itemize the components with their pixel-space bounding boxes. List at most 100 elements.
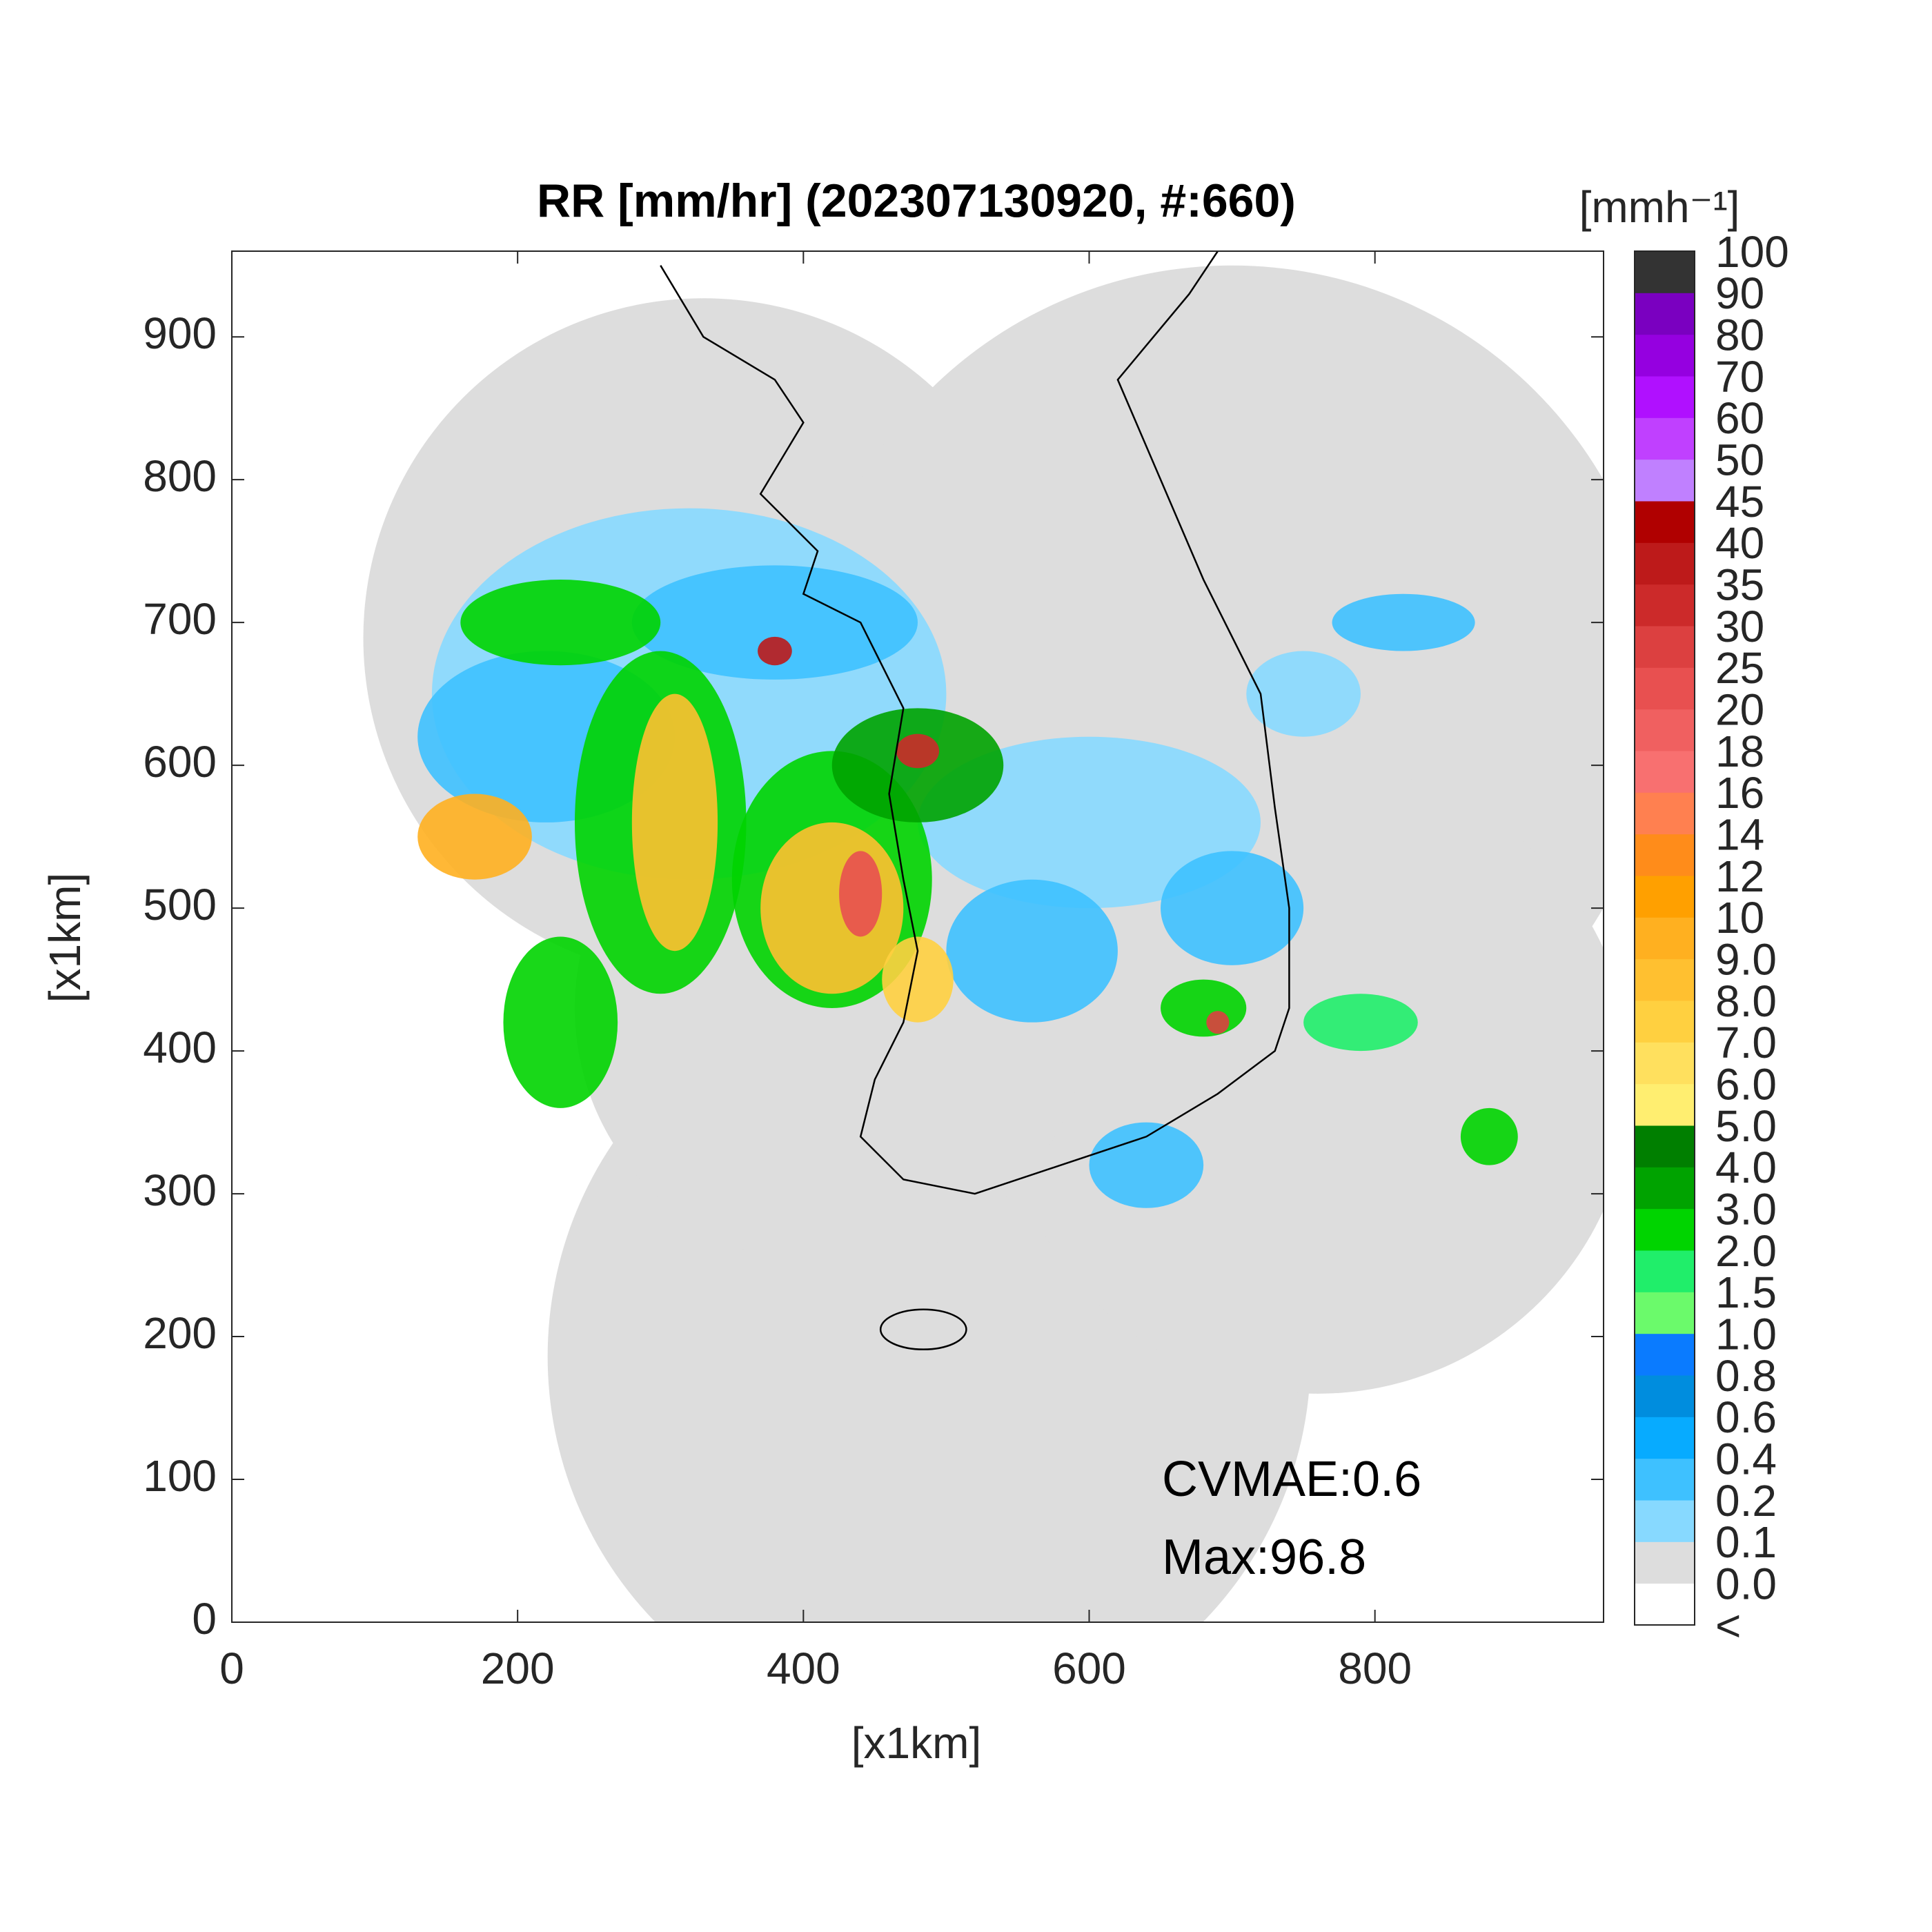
colorbar-label: 14 <box>1715 810 1764 860</box>
colorbar-label: 0.4 <box>1715 1435 1777 1484</box>
chart-title: RR [mm/hr] (202307130920, #:660) <box>537 175 1296 227</box>
precipitation-area <box>760 822 904 994</box>
precipitation-area <box>1246 651 1361 737</box>
y-tick-label: 600 <box>143 737 217 787</box>
coastline <box>879 1308 967 1350</box>
colorbar-label: 3.0 <box>1715 1185 1777 1234</box>
y-tick-label: 0 <box>192 1594 217 1644</box>
radar-field <box>363 251 1604 1622</box>
colorbar-label: 0.6 <box>1715 1392 1777 1442</box>
colorbar-band <box>1635 584 1695 627</box>
colorbar-band <box>1635 792 1695 835</box>
colorbar-band <box>1635 376 1695 418</box>
colorbar-label: 18 <box>1715 727 1764 776</box>
annotation: Max:96.8 <box>1162 1530 1366 1585</box>
y-tick-label: 900 <box>143 308 217 358</box>
y-tick-label: 100 <box>143 1451 217 1501</box>
radar-coverage <box>1003 765 1604 1394</box>
colorbar-label: 8.0 <box>1715 976 1777 1026</box>
precipitation-area <box>758 636 792 666</box>
precipitation-area <box>1089 1122 1204 1208</box>
colorbar-band <box>1635 1500 1695 1542</box>
colorbar-label: 16 <box>1715 768 1764 818</box>
y-tick-label: 500 <box>143 880 217 929</box>
colorbar-band <box>1635 1541 1695 1584</box>
colorbar-band <box>1635 293 1695 335</box>
colorbar-band <box>1635 1208 1695 1251</box>
colorbar-label: 0.8 <box>1715 1351 1777 1401</box>
precipitation-area <box>417 793 532 880</box>
colorbar-label: 10 <box>1715 893 1764 943</box>
precipitation-area <box>503 936 618 1108</box>
colorbar-band <box>1635 1333 1695 1376</box>
precipitation-area <box>1161 979 1247 1037</box>
colorbar-label: 60 <box>1715 393 1764 443</box>
colorbar-label: 4.0 <box>1715 1143 1777 1192</box>
precipitation-area <box>882 936 954 1023</box>
colorbar-band <box>1635 917 1695 960</box>
colorbar-label: 2.0 <box>1715 1226 1777 1276</box>
colorbar-label: 80 <box>1715 310 1764 360</box>
x-tick-label: 400 <box>767 1644 840 1693</box>
precipitation-area <box>1332 593 1475 651</box>
colorbar-band <box>1635 626 1695 668</box>
colorbar-frame <box>1634 250 1695 1626</box>
precipitation-area <box>1460 1107 1518 1165</box>
colorbar-band <box>1635 251 1695 293</box>
y-tick-label: 200 <box>143 1308 217 1358</box>
precipitation-area <box>1206 1011 1230 1034</box>
colorbar-band <box>1635 1000 1695 1043</box>
colorbar-label: 25 <box>1715 643 1764 693</box>
colorbar-band <box>1635 1375 1695 1417</box>
colorbar-label: 30 <box>1715 602 1764 651</box>
precipitation-area <box>631 693 718 952</box>
x-axis-label: [x1km] <box>851 1718 981 1768</box>
y-tick-label: 300 <box>143 1165 217 1215</box>
colorbar-label: 35 <box>1715 560 1764 610</box>
colorbar-band <box>1635 1583 1695 1626</box>
annotation: CVMAE:0.6 <box>1162 1452 1421 1507</box>
colorbar-band <box>1635 1125 1695 1167</box>
colorbar-band <box>1635 876 1695 918</box>
colorbar-band <box>1635 417 1695 460</box>
colorbar-band <box>1635 1083 1695 1126</box>
precipitation-area <box>631 565 918 680</box>
colorbar-band <box>1635 1167 1695 1210</box>
colorbar-band <box>1635 1417 1695 1459</box>
colorbar-label: 20 <box>1715 685 1764 735</box>
colorbar-label: 1.5 <box>1715 1268 1777 1317</box>
colorbar-label: 50 <box>1715 435 1764 485</box>
colorbar-band <box>1635 334 1695 377</box>
colorbar-label: 40 <box>1715 518 1764 568</box>
plot-frame <box>231 250 1604 1623</box>
colorbar-label: < <box>1715 1601 1741 1650</box>
colorbar-band <box>1635 709 1695 751</box>
y-axis-label: [x1km] <box>40 873 90 1003</box>
x-tick-label: 800 <box>1338 1644 1412 1693</box>
colorbar-title: [mmh⁻¹] <box>1579 182 1740 232</box>
x-tick-label: 200 <box>481 1644 555 1693</box>
colorbar-band <box>1635 667 1695 710</box>
colorbar-band <box>1635 542 1695 585</box>
colorbar-label: 0.1 <box>1715 1517 1777 1567</box>
colorbar-band <box>1635 501 1695 543</box>
colorbar-label: 12 <box>1715 851 1764 901</box>
precipitation-area <box>918 736 1261 909</box>
colorbar-band <box>1635 459 1695 502</box>
colorbar-label: 0.2 <box>1715 1476 1777 1526</box>
precipitation-area <box>460 580 661 666</box>
precipitation-area <box>1161 851 1304 965</box>
colorbar-band <box>1635 751 1695 793</box>
precipitation-area <box>839 851 883 937</box>
precipitation-area <box>896 733 940 769</box>
colorbar-label: 100 <box>1715 227 1789 277</box>
colorbar-label: 0.0 <box>1715 1559 1777 1609</box>
colorbar-band <box>1635 958 1695 1001</box>
colorbar-label: 6.0 <box>1715 1060 1777 1110</box>
colorbar-label: 70 <box>1715 352 1764 402</box>
colorbar-label: 45 <box>1715 477 1764 526</box>
colorbar-band <box>1635 1458 1695 1501</box>
